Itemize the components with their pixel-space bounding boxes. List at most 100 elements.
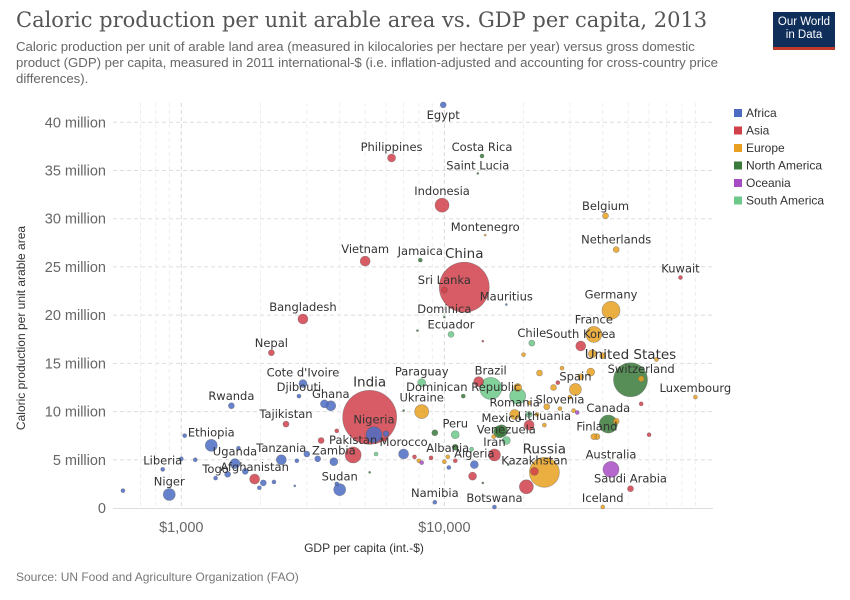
point-india[interactable] bbox=[342, 390, 397, 445]
point-europe[interactable] bbox=[559, 365, 565, 371]
point-peru[interactable] bbox=[450, 430, 460, 440]
point-south-america[interactable] bbox=[525, 411, 533, 418]
point-oceania[interactable] bbox=[419, 460, 424, 465]
point-vietnam[interactable] bbox=[359, 255, 371, 267]
point-belgium[interactable] bbox=[602, 212, 609, 220]
point-south-america[interactable] bbox=[469, 446, 474, 452]
point-africa[interactable] bbox=[446, 465, 452, 470]
legend-label-asia[interactable]: Asia bbox=[746, 124, 770, 138]
point-nigeria[interactable] bbox=[365, 426, 383, 444]
point-netherlands[interactable] bbox=[612, 246, 620, 253]
point-iran[interactable] bbox=[488, 448, 501, 462]
point-europe[interactable] bbox=[550, 384, 557, 391]
point-zambia[interactable] bbox=[329, 457, 339, 467]
point-asia[interactable] bbox=[555, 380, 561, 385]
legend-label-north-america[interactable]: North America bbox=[746, 159, 822, 173]
point-afghanistan[interactable] bbox=[249, 473, 260, 485]
point-china[interactable] bbox=[438, 261, 490, 313]
point-asia[interactable] bbox=[317, 437, 325, 444]
point-europe[interactable] bbox=[571, 408, 576, 413]
point-europe[interactable] bbox=[442, 459, 447, 465]
point-europe[interactable] bbox=[534, 412, 540, 417]
point-africa[interactable] bbox=[257, 485, 262, 491]
point-united-states[interactable] bbox=[613, 362, 648, 398]
point-europe[interactable] bbox=[612, 417, 620, 425]
point-south-korea[interactable] bbox=[575, 340, 587, 352]
point-rwanda[interactable] bbox=[228, 402, 235, 410]
point-asia[interactable] bbox=[334, 428, 340, 434]
point-africa[interactable] bbox=[294, 458, 300, 464]
point-switzerland[interactable] bbox=[637, 375, 645, 383]
point-venezuela[interactable] bbox=[502, 436, 511, 445]
point-slovenia[interactable] bbox=[557, 406, 563, 411]
point-asia[interactable] bbox=[468, 471, 477, 481]
point-cote-d-ivoire[interactable] bbox=[298, 379, 308, 388]
point-albania[interactable] bbox=[445, 454, 451, 460]
point-algeria[interactable] bbox=[470, 460, 479, 469]
point-africa[interactable] bbox=[260, 479, 267, 487]
point-asia[interactable] bbox=[519, 479, 534, 495]
point-dominica[interactable] bbox=[443, 315, 446, 319]
point-europe[interactable] bbox=[567, 394, 573, 400]
point-nepal[interactable] bbox=[268, 349, 275, 357]
point-north-america[interactable] bbox=[431, 429, 439, 437]
point-europe[interactable] bbox=[577, 373, 585, 381]
point-europe[interactable] bbox=[590, 433, 598, 440]
point-south-america[interactable] bbox=[373, 451, 379, 457]
point-ukraine[interactable] bbox=[414, 404, 429, 419]
point-africa[interactable] bbox=[314, 455, 322, 463]
point-djibouti[interactable] bbox=[296, 393, 302, 399]
point-africa[interactable] bbox=[179, 456, 184, 462]
point-botswana[interactable] bbox=[492, 504, 497, 510]
point-asia[interactable] bbox=[523, 419, 535, 431]
point-africa[interactable] bbox=[241, 468, 249, 475]
point-romania[interactable] bbox=[509, 409, 520, 420]
point-north-america[interactable] bbox=[506, 463, 510, 466]
point-africa[interactable] bbox=[382, 430, 390, 438]
point-asia[interactable] bbox=[473, 376, 484, 387]
legend-label-south-america[interactable]: South America bbox=[746, 194, 824, 208]
point-kuwait[interactable] bbox=[678, 275, 683, 280]
point-africa[interactable] bbox=[320, 399, 329, 409]
point-europe[interactable] bbox=[546, 457, 552, 463]
point-lithuania[interactable] bbox=[542, 422, 547, 428]
point-asia[interactable] bbox=[638, 401, 644, 407]
point-niger[interactable] bbox=[162, 488, 176, 501]
point-dominican-republic[interactable] bbox=[460, 393, 466, 399]
point-europe[interactable] bbox=[587, 349, 597, 359]
point-oceania[interactable] bbox=[574, 410, 580, 415]
owid-logo[interactable]: Our World in Data bbox=[773, 12, 835, 50]
point-africa[interactable] bbox=[182, 433, 187, 438]
point-australia[interactable] bbox=[602, 461, 620, 478]
point-philippines[interactable] bbox=[387, 153, 396, 163]
point-ecuador[interactable] bbox=[447, 331, 455, 338]
point-paraguay[interactable] bbox=[417, 378, 426, 387]
point-russia[interactable] bbox=[529, 457, 560, 488]
point-africa[interactable] bbox=[120, 488, 126, 493]
point-asia[interactable] bbox=[412, 454, 417, 460]
point-spain[interactable] bbox=[569, 383, 582, 396]
point-north-america[interactable] bbox=[493, 425, 506, 439]
point-north-america[interactable] bbox=[416, 329, 419, 332]
point-asia[interactable] bbox=[452, 458, 458, 464]
point-tajikistan[interactable] bbox=[282, 420, 290, 428]
point-pakistan[interactable] bbox=[344, 446, 362, 464]
point-egypt[interactable] bbox=[439, 101, 447, 109]
point-africa[interactable] bbox=[303, 450, 311, 458]
point-costa-rica[interactable] bbox=[479, 153, 485, 159]
point-sri-lanka[interactable] bbox=[441, 286, 448, 294]
point-bangladesh[interactable] bbox=[297, 313, 309, 325]
point-europe[interactable] bbox=[526, 400, 532, 406]
point-uganda[interactable] bbox=[229, 458, 241, 469]
point-saint-lucia[interactable] bbox=[476, 172, 480, 175]
point-asia[interactable] bbox=[481, 339, 485, 343]
point-north-america[interactable] bbox=[481, 481, 485, 485]
point-europe[interactable] bbox=[513, 383, 522, 392]
legend-label-europe[interactable]: Europe bbox=[746, 141, 785, 155]
point-mauritius[interactable] bbox=[505, 303, 508, 306]
point-luxembourg[interactable] bbox=[693, 394, 698, 400]
point-saudi-arabia[interactable] bbox=[627, 485, 634, 493]
legend-label-africa[interactable]: Africa bbox=[746, 106, 777, 120]
point-iceland[interactable] bbox=[600, 504, 606, 510]
point-namibia[interactable] bbox=[432, 499, 438, 505]
